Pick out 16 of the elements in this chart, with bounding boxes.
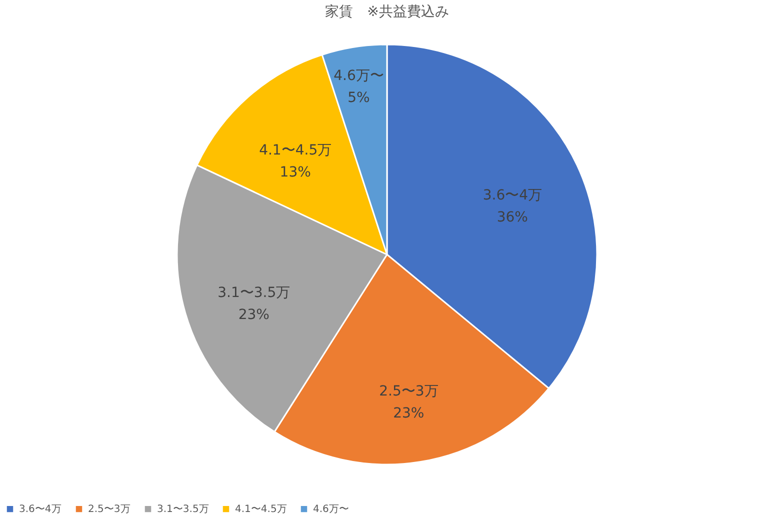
chart-title: 家賃 ※共益費込み — [325, 4, 449, 20]
data-label: 36% — [496, 209, 528, 226]
slice-label: 4.1〜4.5万 — [259, 142, 332, 159]
legend-label: 4.1〜4.5万 — [235, 504, 287, 516]
slice-label: 4.6万〜 — [334, 68, 384, 84]
legend-label: 2.5〜3万 — [88, 504, 130, 516]
legend-label: 3.6〜4万 — [19, 504, 62, 516]
data-label: 23% — [238, 307, 270, 324]
legend-label: 4.6万〜 — [313, 504, 349, 516]
legend-label: 3.1〜3.5万 — [157, 504, 209, 516]
slice-label: 3.1〜3.5万 — [218, 285, 290, 302]
data-label: 13% — [280, 164, 311, 181]
slice-label: 3.6〜4万 — [482, 187, 542, 204]
data-label: 5% — [348, 90, 370, 106]
data-label: 23% — [393, 405, 424, 422]
slice-label: 2.5〜3万 — [379, 383, 438, 400]
